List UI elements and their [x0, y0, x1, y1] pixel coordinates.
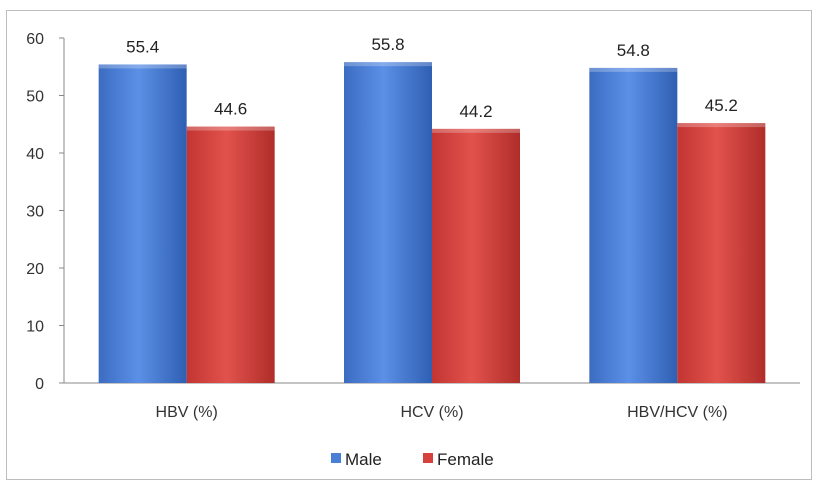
data-label-male: 54.8	[617, 41, 650, 60]
category-label: HCV (%)	[400, 404, 463, 421]
category-label: HBV/HCV (%)	[627, 404, 727, 421]
bars	[98, 62, 766, 384]
data-label-female: 45.2	[705, 96, 738, 115]
legend-label-female: Female	[437, 450, 494, 469]
bar-female	[677, 123, 766, 383]
y-tick-label: 60	[26, 31, 44, 48]
data-labels: 55.4 44.6 55.8 44.2 54.8 45.2	[126, 35, 738, 121]
legend-swatch-female	[423, 453, 433, 463]
bar-highlight	[589, 67, 678, 72]
bar-male	[98, 64, 187, 383]
bar-highlight	[432, 128, 520, 133]
bar-male	[344, 62, 432, 384]
y-tick-labels: 0 10 20 30 40 50 60	[26, 31, 64, 393]
legend-label-male: Male	[345, 450, 382, 469]
data-label-male: 55.8	[371, 35, 404, 54]
y-tick-label: 50	[26, 89, 44, 106]
y-tick-label: 20	[26, 261, 44, 278]
y-tick-label: 30	[26, 204, 44, 221]
y-tick-label: 40	[26, 146, 44, 163]
y-tick-label: 10	[26, 319, 44, 336]
bar-highlight	[677, 123, 766, 128]
legend: Male Female	[331, 450, 494, 469]
bar-highlight	[186, 126, 275, 131]
legend-swatch-male	[331, 453, 341, 463]
category-label: HBV (%)	[156, 404, 218, 421]
bar-male	[589, 67, 678, 384]
y-tick-label: 0	[35, 376, 44, 393]
bar-highlight	[98, 64, 187, 69]
category-labels: HBV (%) HCV (%) HBV/HCV (%)	[156, 404, 728, 421]
bar-female	[186, 126, 275, 384]
bar-highlight	[344, 62, 432, 67]
data-label-male: 55.4	[126, 37, 159, 56]
bar-female	[432, 128, 520, 383]
data-label-female: 44.2	[459, 102, 492, 121]
data-label-female: 44.6	[214, 100, 247, 119]
